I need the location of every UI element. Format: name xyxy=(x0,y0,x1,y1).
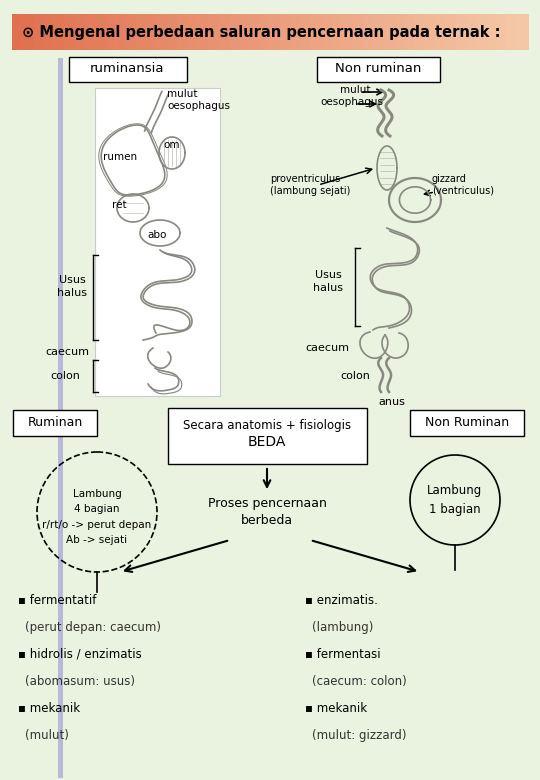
Bar xyxy=(456,14,467,50)
Text: (abomasum: usus): (abomasum: usus) xyxy=(25,675,135,687)
Bar xyxy=(363,14,374,50)
Bar xyxy=(353,14,364,50)
Text: mulut: mulut xyxy=(167,89,198,99)
Text: Usus: Usus xyxy=(59,275,85,285)
Bar xyxy=(167,14,178,50)
Text: (caecum: colon): (caecum: colon) xyxy=(312,675,407,687)
Bar xyxy=(435,14,447,50)
Text: (lambung): (lambung) xyxy=(312,621,373,633)
Bar xyxy=(260,14,271,50)
Text: ▪ fermentatif: ▪ fermentatif xyxy=(18,594,96,607)
Bar xyxy=(64,14,75,50)
FancyBboxPatch shape xyxy=(168,408,367,464)
Bar xyxy=(115,14,126,50)
FancyBboxPatch shape xyxy=(410,410,524,436)
Bar xyxy=(415,14,426,50)
FancyBboxPatch shape xyxy=(13,410,97,436)
Bar xyxy=(43,14,55,50)
Bar xyxy=(95,88,220,396)
Text: gizzard
(ventriculus): gizzard (ventriculus) xyxy=(432,174,494,196)
Text: caecum: caecum xyxy=(45,347,89,357)
Text: Lambung
1 bagian: Lambung 1 bagian xyxy=(427,484,483,516)
Text: ▪ mekanik: ▪ mekanik xyxy=(305,701,367,714)
Bar xyxy=(404,14,415,50)
Text: ▪ mekanik: ▪ mekanik xyxy=(18,701,80,714)
Text: oesophagus: oesophagus xyxy=(167,101,230,111)
Bar xyxy=(187,14,199,50)
Bar xyxy=(497,14,508,50)
Bar xyxy=(373,14,384,50)
FancyBboxPatch shape xyxy=(69,56,186,81)
Text: halus: halus xyxy=(57,288,87,298)
Text: (mulut): (mulut) xyxy=(25,729,69,742)
Bar xyxy=(332,14,343,50)
Bar xyxy=(12,14,23,50)
Text: Proses pencernaan
berbeda: Proses pencernaan berbeda xyxy=(207,497,327,527)
Text: anus: anus xyxy=(379,397,406,407)
Bar xyxy=(105,14,116,50)
Text: mulut: mulut xyxy=(340,85,370,95)
Bar xyxy=(22,14,33,50)
Bar xyxy=(239,14,251,50)
Bar xyxy=(518,14,529,50)
Bar xyxy=(53,14,65,50)
Bar xyxy=(146,14,158,50)
Bar xyxy=(270,14,281,50)
Bar xyxy=(177,14,188,50)
Bar xyxy=(58,58,63,778)
Text: (perut depan: caecum): (perut depan: caecum) xyxy=(25,621,161,633)
Bar xyxy=(487,14,498,50)
Text: (mulut: gizzard): (mulut: gizzard) xyxy=(312,729,407,742)
Bar xyxy=(208,14,219,50)
Text: oesophagus: oesophagus xyxy=(320,97,383,107)
Bar xyxy=(383,14,395,50)
Text: colon: colon xyxy=(50,371,80,381)
Text: Non Ruminan: Non Ruminan xyxy=(425,417,509,430)
Bar xyxy=(198,14,209,50)
Bar xyxy=(508,14,519,50)
Text: Ruminan: Ruminan xyxy=(28,417,83,430)
Text: ruminansia: ruminansia xyxy=(90,62,164,76)
Text: halus: halus xyxy=(313,283,343,293)
Bar xyxy=(466,14,477,50)
Text: BEDA: BEDA xyxy=(248,435,286,449)
Text: rumen: rumen xyxy=(103,152,137,162)
Bar xyxy=(229,14,240,50)
Text: ▪ enzimatis.: ▪ enzimatis. xyxy=(305,594,378,607)
Text: proventriculus
(lambung sejati): proventriculus (lambung sejati) xyxy=(270,174,350,196)
Bar xyxy=(476,14,488,50)
Bar xyxy=(301,14,312,50)
Text: Non ruminan: Non ruminan xyxy=(335,62,421,76)
FancyBboxPatch shape xyxy=(316,56,440,81)
Bar xyxy=(32,14,44,50)
Text: ⊙ Mengenal perbedaan saluran pencernaan pada ternak :: ⊙ Mengenal perbedaan saluran pencernaan … xyxy=(22,24,501,40)
Bar xyxy=(218,14,230,50)
Text: Secara anatomis + fisiologis: Secara anatomis + fisiologis xyxy=(183,419,351,431)
Bar xyxy=(311,14,322,50)
Bar xyxy=(74,14,85,50)
Bar xyxy=(157,14,168,50)
Bar xyxy=(125,14,137,50)
Text: Lambung
4 bagian
r/rt/o -> perut depan
Ab -> sejati: Lambung 4 bagian r/rt/o -> perut depan A… xyxy=(42,488,152,545)
Bar xyxy=(322,14,333,50)
Text: ret: ret xyxy=(112,200,126,210)
Text: ▪ fermentasi: ▪ fermentasi xyxy=(305,647,381,661)
Text: Usus: Usus xyxy=(315,270,341,280)
Text: abo: abo xyxy=(147,230,167,240)
Bar xyxy=(394,14,405,50)
Bar xyxy=(94,14,106,50)
Bar xyxy=(249,14,261,50)
Text: caecum: caecum xyxy=(305,343,349,353)
Bar xyxy=(136,14,147,50)
Text: colon: colon xyxy=(340,371,370,381)
Bar xyxy=(425,14,436,50)
Bar xyxy=(280,14,292,50)
Text: om: om xyxy=(164,140,180,150)
Bar xyxy=(84,14,96,50)
Bar xyxy=(446,14,457,50)
Bar xyxy=(342,14,354,50)
Text: ▪ hidrolis / enzimatis: ▪ hidrolis / enzimatis xyxy=(18,647,141,661)
Bar xyxy=(291,14,302,50)
